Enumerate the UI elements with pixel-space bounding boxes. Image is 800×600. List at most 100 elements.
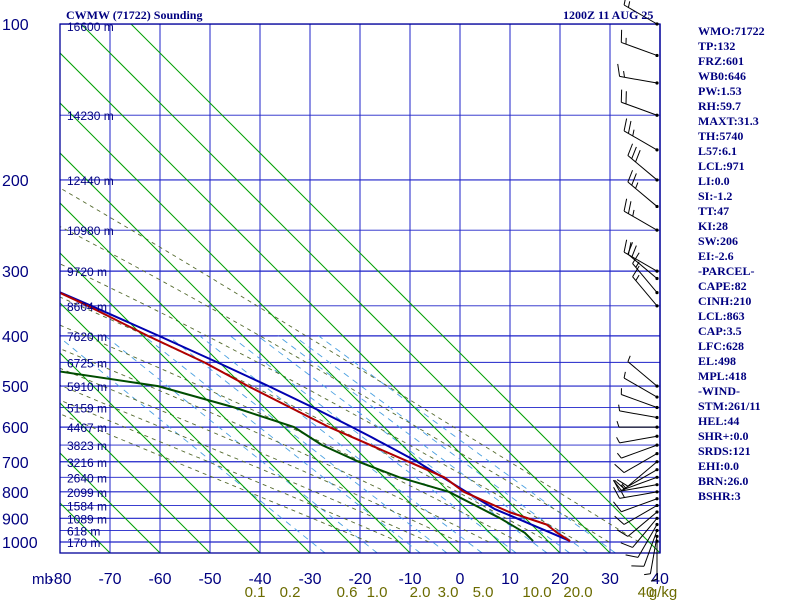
skewed-isotherm [60, 52, 561, 553]
moist-adiabat-line [60, 225, 610, 543]
barb-staff [621, 444, 658, 459]
barb-flag [623, 198, 628, 212]
mixing-ratio-label: 2.0 [410, 584, 431, 600]
height-label: 4467 m [67, 421, 107, 435]
wind-barb [618, 404, 659, 420]
stat-item: TP:132 [698, 39, 736, 53]
barb-origin [655, 468, 659, 472]
barb-staff [619, 75, 658, 84]
barb-staff [619, 435, 658, 444]
barb-origin [655, 395, 659, 399]
barb-staff [621, 41, 658, 56]
barb-origin [655, 516, 659, 520]
wind-barb [620, 388, 659, 410]
stat-item: CINH:210 [698, 294, 752, 308]
barb-flag [631, 173, 637, 186]
moist-adiabat-line [60, 324, 520, 543]
moist-adiabat-line [60, 399, 400, 543]
mixing-ratio-line [104, 335, 378, 553]
wind-barb [627, 143, 659, 182]
wind-barb [614, 451, 659, 474]
pressure-tick-label: 200 [2, 173, 29, 190]
mixing-ratio-label: 0.2 [280, 584, 301, 600]
barb-half-flag [618, 404, 621, 412]
skewed-isotherm [80, 24, 611, 553]
barb-staff [627, 155, 658, 181]
barb-origin [655, 503, 659, 508]
stat-item: LCL:863 [698, 309, 745, 323]
barb-staff [619, 491, 658, 499]
barb-half-flag [635, 274, 640, 281]
temperature-tick-label: -70 [98, 571, 121, 588]
wind-barb [620, 516, 659, 548]
mixing-ratio-label: 20.0 [563, 584, 592, 600]
stat-item: L57:6.1 [698, 144, 737, 158]
barb-staff [621, 476, 658, 491]
barb-staff [621, 394, 658, 408]
barb-staff [621, 498, 658, 513]
moist-adiabat-line [60, 413, 370, 543]
height-label: 170 m [67, 536, 100, 550]
temperature-tick-label: 30 [601, 571, 619, 588]
barb-staff [619, 410, 658, 419]
moist-adiabat-line [60, 187, 640, 543]
stat-item: FRZ:601 [698, 54, 744, 68]
barb-flag [616, 529, 629, 537]
dewpoint-trace [60, 370, 534, 542]
height-label: 3823 m [67, 439, 107, 453]
barb-flag [614, 463, 625, 473]
temperature-tick-label: -30 [298, 571, 321, 588]
pressure-tick-label: 600 [2, 420, 29, 437]
wind-barb [616, 420, 659, 429]
wind-barb [631, 528, 659, 567]
stat-item: LCL:971 [698, 159, 745, 173]
sounding-title: CWMW (71722) Sounding [66, 8, 203, 22]
height-label: 1584 m [67, 499, 107, 513]
barb-half-flag [627, 1, 631, 8]
moist-adiabat-line [60, 263, 580, 543]
wind-barb [644, 534, 659, 576]
mixing-ratio-line [143, 335, 421, 553]
barb-flag [627, 201, 632, 214]
barb-flag [623, 118, 628, 131]
barb-staff [627, 511, 658, 537]
barb-half-flag [616, 420, 620, 428]
moist-adiabat-line [60, 367, 460, 543]
stat-item: SRDS:121 [698, 444, 751, 458]
barb-flag [614, 515, 625, 525]
temperature-tick-label: 10 [501, 571, 519, 588]
barb-staff [623, 210, 658, 231]
barb-staff [627, 361, 658, 387]
barb-flag [616, 479, 629, 487]
height-label: 618 m [67, 524, 100, 538]
wind-barb [623, 198, 659, 232]
barb-half-flag [616, 437, 621, 444]
temperature-tick-label: -60 [148, 571, 171, 588]
height-label: 5910 m [67, 380, 107, 394]
barb-half-flag [621, 491, 625, 498]
barb-half-flag [632, 129, 635, 136]
stat-item: CAP:3.5 [698, 324, 742, 338]
wind-barbs [613, 0, 659, 582]
barb-origin [655, 53, 659, 58]
barb-staff [621, 101, 658, 116]
barb-flag [635, 149, 641, 163]
barb-half-flag [644, 573, 651, 576]
stat-item: SW:206 [698, 234, 739, 248]
stat-item: TH:5740 [698, 129, 744, 143]
barb-staff [623, 4, 658, 25]
temperature-trace [60, 291, 571, 542]
barb-origin [655, 475, 659, 479]
barb-flag [620, 542, 633, 548]
barb-flag [617, 63, 621, 77]
skewed-isotherm [60, 452, 161, 553]
mixing-ratio-lines [60, 335, 616, 553]
mixing-ratio-label: g/kg [649, 584, 677, 600]
barb-staff [643, 530, 658, 567]
wind-barb [632, 265, 659, 308]
wind-barb [617, 63, 659, 85]
skewed-isotherm [60, 302, 311, 553]
barb-flag [613, 487, 621, 499]
stat-item: MPL:418 [698, 369, 747, 383]
